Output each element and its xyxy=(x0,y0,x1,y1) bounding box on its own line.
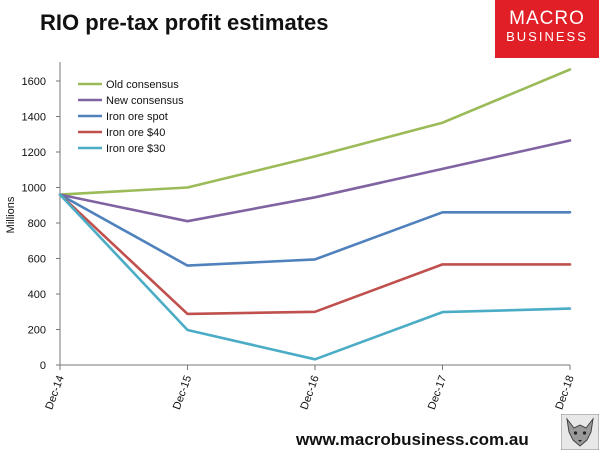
logo-line-1: MACRO xyxy=(509,8,585,29)
legend-label: Iron ore $30 xyxy=(106,143,165,155)
legend-label: Iron ore spot xyxy=(106,111,168,123)
x-tick-label: Dec-16 xyxy=(298,374,321,411)
series-line xyxy=(58,68,572,196)
x-tick-label: Dec-17 xyxy=(426,374,449,411)
y-tick-label: 1600 xyxy=(22,76,46,88)
y-tick-label: 400 xyxy=(28,289,46,301)
x-tick-label: Dec-15 xyxy=(171,374,194,411)
legend-label: Old consensus xyxy=(106,79,179,91)
y-tick-label: 0 xyxy=(40,360,46,372)
series-line xyxy=(58,193,572,316)
y-tick-label: 1000 xyxy=(22,183,46,195)
legend-label: Iron ore $40 xyxy=(106,127,165,139)
logo-line-2: BUSINESS xyxy=(506,29,588,44)
x-tick-label: Dec-18 xyxy=(553,374,576,411)
series-line xyxy=(58,139,572,223)
legend-label: New consensus xyxy=(106,95,184,107)
x-tick-label: Dec-14 xyxy=(43,374,66,411)
macrobusiness-logo: MACRO BUSINESS xyxy=(495,0,599,58)
y-tick-label: 800 xyxy=(28,218,46,230)
series-line xyxy=(58,193,572,267)
series-line xyxy=(58,193,572,361)
chart-title: RIO pre-tax profit estimates xyxy=(40,10,329,35)
legend: Old consensus New consensus Iron ore spot I… xyxy=(78,79,184,155)
x-axis-ticks: Dec-14 Dec-15 Dec-16 Dec-17 Dec-18 xyxy=(43,365,577,411)
y-axis-ticks: 0 200 400 600 800 1000 1200 1400 1600 xyxy=(22,76,60,372)
y-tick-label: 1200 xyxy=(22,147,46,159)
y-tick-label: 200 xyxy=(28,325,46,337)
footer-url: www.macrobusiness.com.au xyxy=(296,430,529,449)
y-tick-label: 1400 xyxy=(22,112,46,124)
wolf-logo-icon xyxy=(561,414,599,450)
series-lines xyxy=(58,68,572,361)
y-tick-label: 600 xyxy=(28,254,46,266)
y-axis-label: Millions xyxy=(5,196,17,233)
